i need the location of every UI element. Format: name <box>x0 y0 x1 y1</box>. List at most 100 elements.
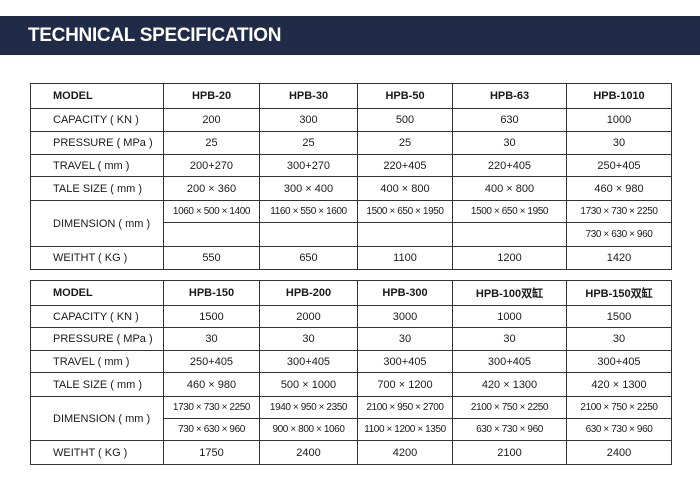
dimension-cell: 2100 × 750 × 2250 <box>452 396 567 419</box>
capacity-row: CAPACITY ( KN ) 200 300 500 630 1000 <box>30 108 672 132</box>
tale-size-label: TALE SIZE ( mm ) <box>30 176 164 201</box>
pressure-cell: 30 <box>259 327 358 351</box>
dimension-cell <box>163 222 260 247</box>
weight-cell: 550 <box>163 246 260 270</box>
spec-table-1: MODEL HPB-20 HPB-30 HPB-50 HPB-63 HPB-10… <box>30 83 672 270</box>
weight-label: WEITHT ( KG ) <box>30 440 164 465</box>
capacity-cell: 1500 <box>163 305 260 328</box>
tale-size-cell: 460 × 980 <box>163 372 260 397</box>
tale-size-cell: 460 × 980 <box>566 176 672 201</box>
model-cell: HPB-20 <box>163 83 260 109</box>
travel-row: TRAVEL ( mm ) 250+405 300+405 300+405 30… <box>30 350 672 373</box>
weight-cell: 2100 <box>452 440 567 465</box>
weight-row: WEITHT ( KG ) 1750 2400 4200 2100 2400 <box>30 440 672 465</box>
pressure-row: PRESSURE ( MPa ) 25 25 25 30 30 <box>30 131 672 155</box>
tale-size-cell: 300 × 400 <box>259 176 358 201</box>
capacity-cell: 500 <box>357 108 453 132</box>
travel-cell: 250+405 <box>163 350 260 373</box>
capacity-row: CAPACITY ( KN ) 1500 2000 3000 1000 1500 <box>30 305 672 328</box>
travel-cell: 300+405 <box>566 350 672 373</box>
model-cell: HPB-300 <box>357 280 453 306</box>
page-title: TECHNICAL SPECIFICATION <box>28 25 282 46</box>
model-cell: HPB-30 <box>259 83 358 109</box>
capacity-cell: 1000 <box>452 305 567 328</box>
tale-size-row: TALE SIZE ( mm ) 200 × 360 300 × 400 400… <box>30 176 672 201</box>
model-cell: HPB-150双缸 <box>566 280 672 306</box>
dimension-row: DIMENSION ( mm ) 1730 × 730 × 2250 1940 … <box>30 396 672 441</box>
dimension-row: DIMENSION ( mm ) 1060 × 500 × 1400 1160 … <box>30 200 672 247</box>
dimension-cell: 1500 × 650 × 1950 <box>357 200 453 223</box>
pressure-cell: 30 <box>163 327 260 351</box>
dimension-label: DIMENSION ( mm ) <box>30 200 164 247</box>
weight-cell: 1100 <box>357 246 453 270</box>
pressure-row: PRESSURE ( MPa ) 30 30 30 30 30 <box>30 327 672 351</box>
dimension-cell: 1940 × 950 × 2350 <box>259 396 358 419</box>
tale-size-cell: 420 × 1300 <box>566 372 672 397</box>
travel-cell: 220+405 <box>357 154 453 177</box>
tale-size-cell: 200 × 360 <box>163 176 260 201</box>
weight-cell: 650 <box>259 246 358 270</box>
capacity-cell: 3000 <box>357 305 453 328</box>
dimension-cell: 900 × 800 × 1060 <box>259 418 358 441</box>
dimension-cell: 730 × 630 × 960 <box>163 418 260 441</box>
dimension-cell: 1060 × 500 × 1400 <box>163 200 260 223</box>
model-cell: HPB-150 <box>163 280 260 306</box>
model-cell: HPB-200 <box>259 280 358 306</box>
pressure-cell: 30 <box>566 327 672 351</box>
travel-cell: 220+405 <box>452 154 567 177</box>
weight-cell: 2400 <box>566 440 672 465</box>
tale-size-cell: 700 × 1200 <box>357 372 453 397</box>
dimension-cell: 1730 × 730 × 2250 <box>566 200 672 223</box>
travel-cell: 300+405 <box>452 350 567 373</box>
capacity-cell: 630 <box>452 108 567 132</box>
model-row: MODEL HPB-20 HPB-30 HPB-50 HPB-63 HPB-10… <box>30 83 672 109</box>
header-bar: TECHNICAL SPECIFICATION <box>0 16 700 55</box>
weight-cell: 2400 <box>259 440 358 465</box>
model-cell: HPB-50 <box>357 83 453 109</box>
travel-cell: 200+270 <box>163 154 260 177</box>
capacity-cell: 2000 <box>259 305 358 328</box>
tale-size-label: TALE SIZE ( mm ) <box>30 372 164 397</box>
model-cell: HPB-100双缸 <box>452 280 567 306</box>
model-label: MODEL <box>30 83 164 109</box>
model-cell: HPB-63 <box>452 83 567 109</box>
model-row: MODEL HPB-150 HPB-200 HPB-300 HPB-100双缸 … <box>30 280 672 306</box>
dimension-cell: 2100 × 750 × 2250 <box>566 396 672 419</box>
travel-label: TRAVEL ( mm ) <box>30 350 164 373</box>
capacity-label: CAPACITY ( KN ) <box>30 108 164 132</box>
dimension-cell: 1160 × 550 × 1600 <box>259 200 358 223</box>
pressure-cell: 30 <box>452 327 567 351</box>
pressure-label: PRESSURE ( MPa ) <box>30 131 164 155</box>
capacity-cell: 1000 <box>566 108 672 132</box>
capacity-cell: 200 <box>163 108 260 132</box>
dimension-cell: 2100 × 950 × 2700 <box>357 396 453 419</box>
dimension-cell: 1500 × 650 × 1950 <box>452 200 567 223</box>
dimension-label: DIMENSION ( mm ) <box>30 396 164 441</box>
pressure-cell: 30 <box>357 327 453 351</box>
dimension-cell: 730 × 630 × 960 <box>566 222 672 247</box>
pressure-label: PRESSURE ( MPa ) <box>30 327 164 351</box>
dimension-cell: 630 × 730 × 960 <box>452 418 567 441</box>
weight-cell: 1750 <box>163 440 260 465</box>
tale-size-cell: 400 × 800 <box>357 176 453 201</box>
tale-size-row: TALE SIZE ( mm ) 460 × 980 500 × 1000 70… <box>30 372 672 397</box>
capacity-cell: 1500 <box>566 305 672 328</box>
travel-cell: 300+405 <box>357 350 453 373</box>
tale-size-cell: 500 × 1000 <box>259 372 358 397</box>
weight-row: WEITHT ( KG ) 550 650 1100 1200 1420 <box>30 246 672 270</box>
pressure-cell: 25 <box>163 131 260 155</box>
model-label: MODEL <box>30 280 164 306</box>
travel-cell: 300+405 <box>259 350 358 373</box>
weight-cell: 1420 <box>566 246 672 270</box>
capacity-cell: 300 <box>259 108 358 132</box>
model-cell: HPB-1010 <box>566 83 672 109</box>
dimension-cell <box>452 222 567 247</box>
dimension-cell <box>259 222 358 247</box>
spec-table-2: MODEL HPB-150 HPB-200 HPB-300 HPB-100双缸 … <box>30 280 672 465</box>
weight-cell: 4200 <box>357 440 453 465</box>
pressure-cell: 30 <box>566 131 672 155</box>
tale-size-cell: 400 × 800 <box>452 176 567 201</box>
dimension-cell: 630 × 730 × 960 <box>566 418 672 441</box>
travel-cell: 300+270 <box>259 154 358 177</box>
capacity-label: CAPACITY ( KN ) <box>30 305 164 328</box>
